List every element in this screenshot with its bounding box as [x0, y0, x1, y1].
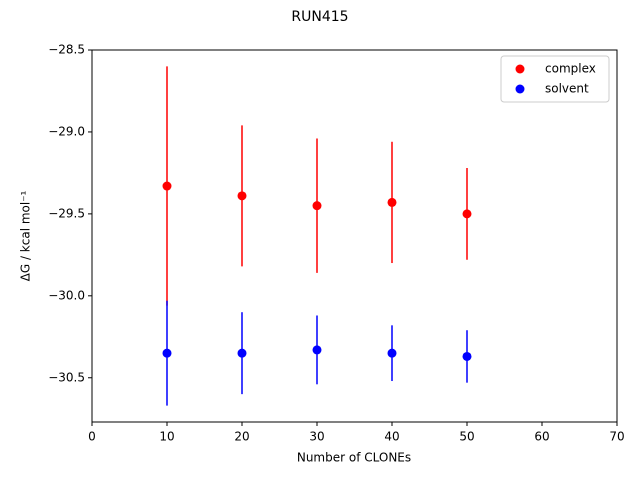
legend-marker: [515, 64, 525, 74]
x-tick-label: 70: [609, 430, 624, 444]
x-tick-label: 20: [234, 430, 249, 444]
x-tick-label: 10: [159, 430, 174, 444]
x-tick-label: 40: [384, 430, 399, 444]
y-tick-label: −30.0: [48, 288, 85, 302]
y-axis-label: ΔG / kcal mol⁻¹: [19, 190, 33, 281]
point: [387, 348, 397, 358]
point: [387, 197, 397, 207]
legend-box: [500, 55, 610, 103]
legend-label: complex: [545, 62, 596, 76]
point: [312, 201, 322, 211]
point: [162, 348, 172, 358]
y-tick-label: −28.5: [48, 43, 85, 57]
point: [462, 351, 472, 361]
point: [312, 345, 322, 355]
legend-marker: [515, 84, 525, 94]
legend-label: solvent: [545, 82, 589, 96]
point: [237, 348, 247, 358]
x-tick-label: 50: [459, 430, 474, 444]
point: [462, 209, 472, 219]
y-tick-label: −29.5: [48, 206, 85, 220]
x-tick-label: 0: [88, 430, 96, 444]
plot-frame: [91, 49, 618, 423]
x-tick-label: 60: [534, 430, 549, 444]
x-tick-label: 30: [309, 430, 324, 444]
chart-title: RUN415: [291, 9, 348, 25]
y-tick-label: −29.0: [48, 124, 85, 138]
y-tick-label: −30.5: [48, 370, 85, 384]
point: [237, 191, 247, 201]
point: [162, 181, 172, 191]
x-axis-label: Number of CLONEs: [297, 451, 411, 465]
